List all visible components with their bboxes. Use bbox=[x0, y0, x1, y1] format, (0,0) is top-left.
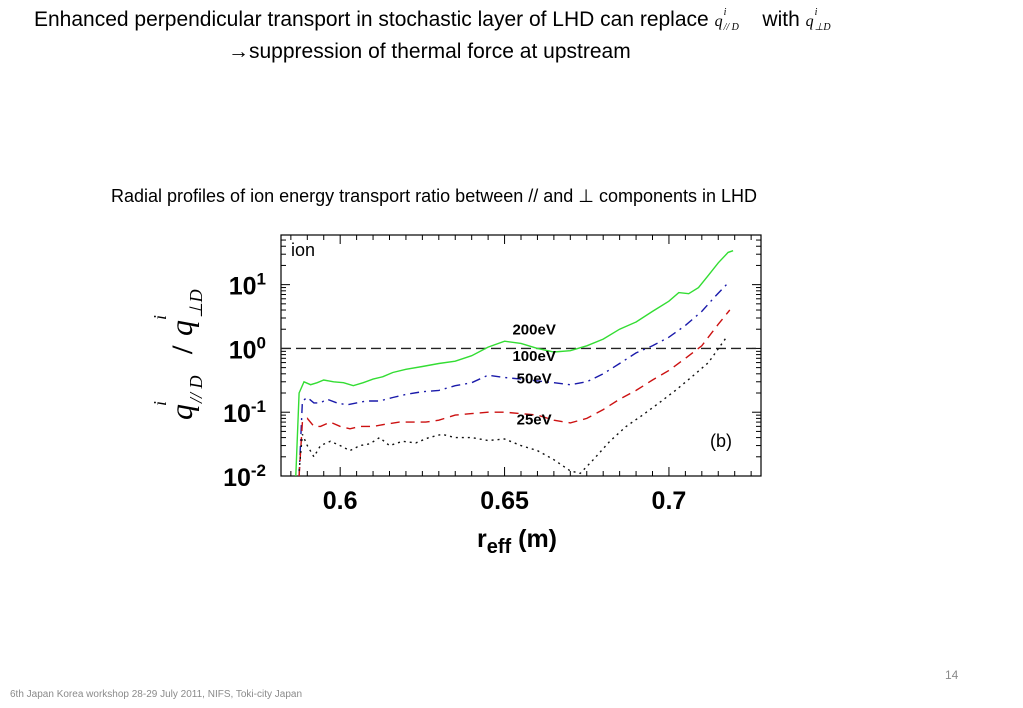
slide-title-line1: Enhanced perpendicular transport in stoc… bbox=[34, 7, 842, 33]
x-tick-label: 0.7 bbox=[652, 487, 687, 515]
q-perp-symbol: q i ⊥D bbox=[805, 7, 831, 33]
annotation-ion: ion bbox=[291, 240, 315, 260]
series-label-200eV: 200eV bbox=[512, 322, 555, 339]
svg-text:⊥D: ⊥D bbox=[186, 289, 206, 318]
figure-caption: Radial profiles of ion energy transport … bbox=[111, 186, 758, 206]
chart-series bbox=[281, 250, 761, 476]
series-line-100eV bbox=[298, 284, 728, 476]
footer-text: 6th Japan Korea workshop 28-29 July 2011… bbox=[10, 689, 303, 700]
annotation-panel-b: (b) bbox=[710, 431, 732, 451]
series-label-100eV: 100eV bbox=[512, 348, 555, 365]
svg-text:i: i bbox=[150, 401, 170, 406]
slide-title-line2: →suppression of thermal force at upstrea… bbox=[228, 40, 631, 64]
slide-title-text: Enhanced perpendicular transport in stoc… bbox=[34, 8, 709, 31]
y-tick-label: 10-1 bbox=[223, 397, 266, 428]
page-number: 14 bbox=[945, 668, 959, 682]
series-label-25eV: 25eV bbox=[517, 412, 552, 429]
slide-subtitle-text: suppression of thermal force at upstream bbox=[249, 40, 631, 63]
svg-text:i: i bbox=[150, 315, 170, 320]
chart-axes bbox=[280, 234, 762, 477]
y-tick-label: 101 bbox=[229, 270, 266, 301]
svg-text:q: q bbox=[163, 320, 199, 336]
slide-title-with: with bbox=[762, 8, 800, 31]
y-tick-label: 100 bbox=[229, 333, 266, 364]
y-axis-label: qi// D/qi ⊥D bbox=[150, 289, 206, 420]
svg-text:/: / bbox=[166, 345, 199, 355]
q-parallel-symbol: q i// D bbox=[714, 7, 739, 33]
svg-text:// D: // D bbox=[186, 375, 206, 404]
y-tick-label: 10-2 bbox=[223, 461, 266, 492]
arrow-icon: → bbox=[228, 40, 249, 63]
series-line-25eV bbox=[298, 336, 728, 475]
series-line-50eV bbox=[298, 309, 731, 476]
svg-text:q: q bbox=[163, 404, 199, 420]
x-axis-label: reff (m) bbox=[477, 525, 557, 558]
series-line-200eV bbox=[295, 250, 734, 476]
x-tick-label: 0.65 bbox=[480, 487, 529, 515]
x-tick-label: 0.6 bbox=[323, 487, 358, 515]
series-label-50eV: 50eV bbox=[517, 371, 552, 388]
